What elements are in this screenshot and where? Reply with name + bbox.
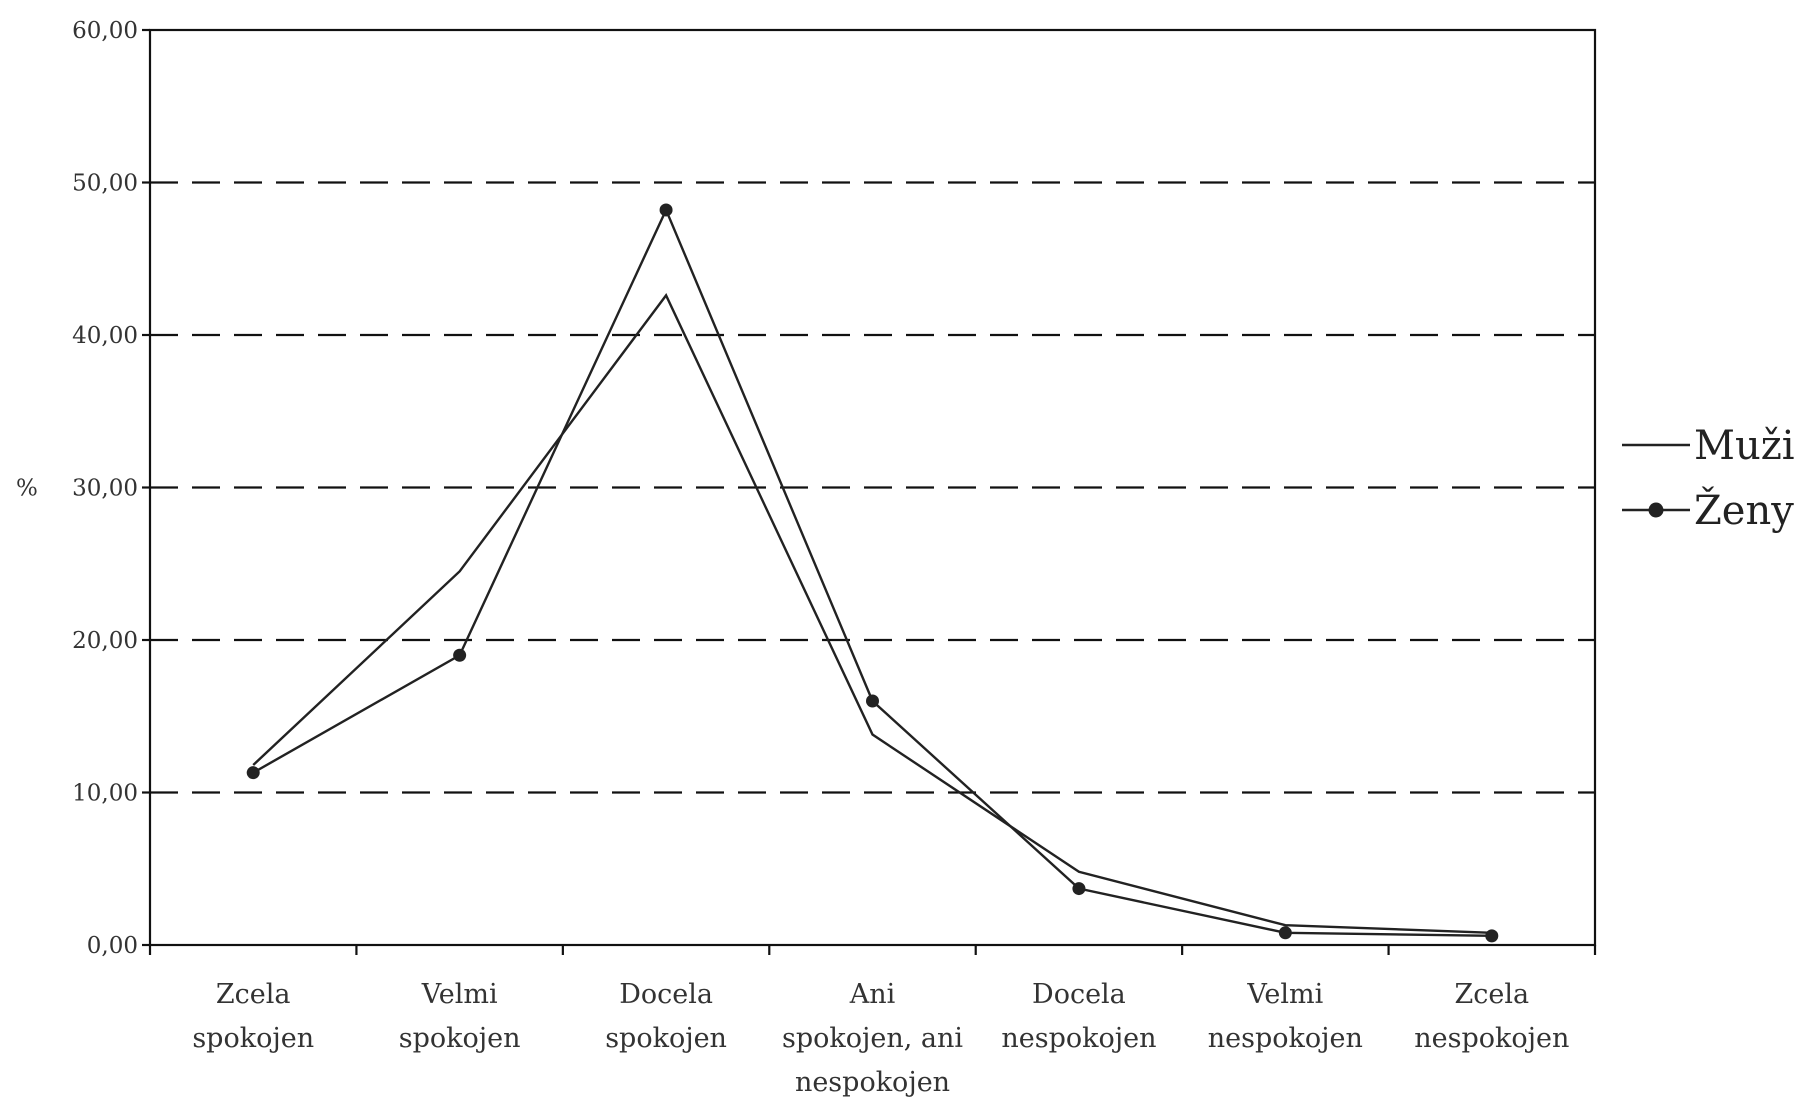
y-tick-label: 50,00 — [72, 171, 138, 197]
x-tick-label: Zcela nespokojen — [1414, 979, 1569, 1054]
data-point — [1485, 929, 1499, 943]
x-tick-label: Docela nespokojen — [1001, 979, 1156, 1054]
y-tick-label: 20,00 — [72, 628, 138, 654]
y-tick-label: 40,00 — [72, 323, 138, 349]
x-tick-label: Docela spokojen — [605, 979, 727, 1054]
legend-marker — [1648, 502, 1664, 518]
y-axis-ticks: 0,00 10,00 20,00 30,00 40,00 50,00 60,00 — [72, 18, 150, 959]
x-tick-label: Velmi spokojen — [399, 979, 521, 1054]
legend-label: Ženy — [1694, 487, 1794, 534]
gridlines — [150, 181, 1595, 794]
series-line-muzi — [252, 293, 1492, 934]
x-tick-label: Ani spokojen, ani nespokojen — [782, 979, 963, 1098]
y-axis-label: % — [16, 476, 38, 502]
legend-label: Muži — [1694, 423, 1794, 469]
data-point — [1072, 882, 1086, 896]
y-tick-label: 30,00 — [72, 476, 138, 502]
y-tick-label: 10,00 — [72, 781, 138, 807]
data-point — [453, 648, 467, 662]
data-point — [246, 766, 260, 780]
x-tick-label: Zcela spokojen — [192, 979, 314, 1054]
x-axis-ticks: Zcela spokojen Velmi spokojen Docela spokojen… — [148, 945, 1597, 1098]
y-tick-label: 0,00 — [87, 933, 138, 959]
data-point — [866, 694, 879, 708]
series-line-zeny — [252, 206, 1492, 938]
data-point — [1278, 926, 1292, 940]
legend: Muži Ženy — [1622, 423, 1794, 534]
x-tick-label: Velmi nespokojen — [1208, 979, 1363, 1054]
series-group — [246, 203, 1499, 943]
plot-frame — [148, 28, 1597, 947]
y-tick-label: 60,00 — [72, 18, 138, 44]
data-point — [659, 203, 673, 217]
